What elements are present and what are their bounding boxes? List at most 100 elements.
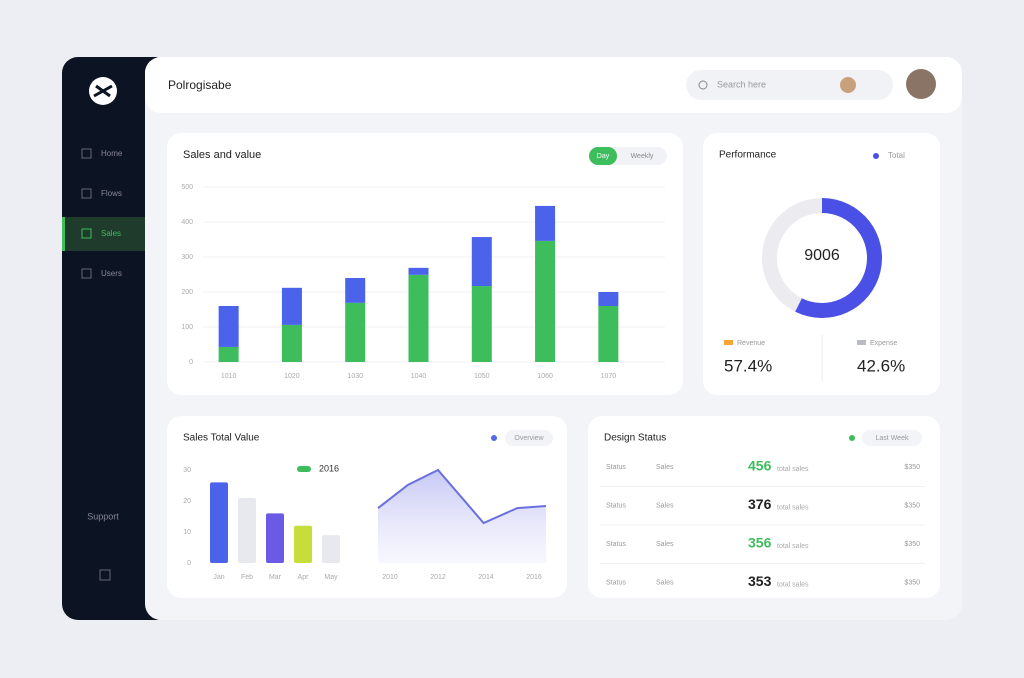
bar-segment — [218, 346, 239, 362]
nav-active — [62, 217, 145, 251]
x-tick-label: 1010 — [221, 373, 237, 380]
x-tick-label: 2012 — [430, 574, 446, 581]
bar-segment — [408, 267, 429, 275]
bar — [266, 513, 284, 563]
x-tick-label: 1070 — [601, 373, 617, 380]
nav-icon — [81, 268, 92, 279]
x-tick-label: 2014 — [478, 574, 494, 581]
area — [378, 470, 546, 563]
cell: Status — [606, 579, 626, 586]
page-title: Polrogisabe — [168, 78, 232, 92]
search-icon — [698, 80, 708, 90]
y-tick-label: 100 — [181, 324, 193, 331]
legend: Overview — [514, 435, 544, 442]
bar-segment — [281, 287, 302, 325]
logout-icon[interactable] — [99, 569, 111, 581]
y-tick-label: 30 — [183, 467, 191, 474]
toggle-active[interactable] — [589, 147, 617, 165]
cell: Sales — [656, 579, 674, 586]
toggle-weekly[interactable]: Weekly — [631, 153, 654, 160]
bar-segment — [218, 306, 239, 347]
cell: total sales — [777, 543, 809, 550]
nav-item[interactable]: Users — [101, 269, 122, 278]
bar-segment — [535, 240, 556, 362]
cell: Sales — [656, 464, 674, 471]
x-tick-label: 2016 — [526, 574, 542, 581]
nav-icon — [81, 188, 92, 199]
x-tick-label: 1050 — [474, 373, 490, 380]
x-tick-label: 1040 — [411, 373, 427, 380]
card-title: Sales and value — [183, 149, 261, 161]
y-tick-label: 0 — [187, 560, 191, 567]
search-box[interactable] — [686, 70, 893, 100]
cell-value: 356 — [748, 535, 772, 551]
nav-item[interactable]: Home — [101, 149, 123, 158]
y-tick-label: 200 — [181, 289, 193, 296]
toggle-day[interactable]: Day — [597, 153, 610, 160]
donut-center: 9006 — [804, 247, 840, 264]
y-tick-label: 500 — [181, 184, 193, 191]
card-title: Design Status — [604, 433, 666, 444]
x-tick-label: 2010 — [382, 574, 398, 581]
cell: $350 — [904, 541, 920, 548]
x-tick-label: Mar — [269, 574, 282, 581]
nav-icon — [81, 148, 92, 159]
nav-icon — [81, 228, 92, 239]
cell: $350 — [904, 464, 920, 471]
legend-swatch — [724, 340, 733, 345]
nav-item[interactable]: Flows — [101, 189, 122, 198]
cell: Sales — [656, 502, 674, 509]
bar-segment — [598, 306, 619, 362]
x-tick-label: Feb — [241, 574, 253, 581]
cell: $350 — [904, 502, 920, 509]
cell: Status — [606, 541, 626, 548]
bar-segment — [598, 292, 619, 306]
cell: $350 — [904, 579, 920, 586]
cell: total sales — [777, 581, 809, 588]
search-placeholder: Search here — [717, 79, 766, 89]
bar-segment — [345, 302, 366, 362]
cell: total sales — [777, 504, 809, 511]
y-tick-label: 0 — [189, 359, 193, 366]
x-tick-label: May — [324, 574, 338, 581]
cell-value: 353 — [748, 573, 772, 589]
note-swatch — [297, 466, 311, 472]
donut-segment — [761, 198, 822, 312]
stat-value: 57.4% — [724, 356, 772, 375]
avatar[interactable] — [906, 69, 936, 99]
legend: Last Week — [876, 435, 909, 442]
bar-segment — [345, 278, 366, 303]
nav-support[interactable]: Support — [87, 511, 119, 521]
donut-segment — [795, 198, 882, 318]
card — [703, 133, 940, 395]
bar — [294, 525, 312, 563]
bar-segment — [471, 286, 492, 362]
nav-item[interactable]: Sales — [101, 229, 121, 238]
cell: Status — [606, 464, 626, 471]
x-tick-label: Apr — [298, 574, 310, 581]
y-tick-label: 20 — [183, 498, 191, 505]
legend: Total — [888, 151, 905, 160]
card — [588, 416, 940, 598]
stat-value: 42.6% — [857, 356, 905, 375]
x-tick-label: Jan — [213, 574, 224, 581]
card-title: Sales Total Value — [183, 433, 260, 444]
logo-mark — [93, 84, 113, 98]
cell-value: 456 — [748, 458, 772, 474]
cell: Status — [606, 502, 626, 509]
x-tick-label: 1030 — [347, 373, 363, 380]
legend-pill — [505, 430, 553, 446]
legend-swatch — [857, 340, 866, 345]
user-icon[interactable] — [840, 77, 856, 93]
area-line — [377, 468, 547, 525]
y-tick-label: 300 — [181, 254, 193, 261]
bar-segment — [471, 237, 492, 287]
note: 2016 — [319, 463, 339, 473]
bar-segment — [535, 205, 556, 241]
bar-segment — [281, 324, 302, 362]
legend-label: Revenue — [737, 340, 765, 347]
bar — [238, 497, 256, 563]
cell: Sales — [656, 541, 674, 548]
